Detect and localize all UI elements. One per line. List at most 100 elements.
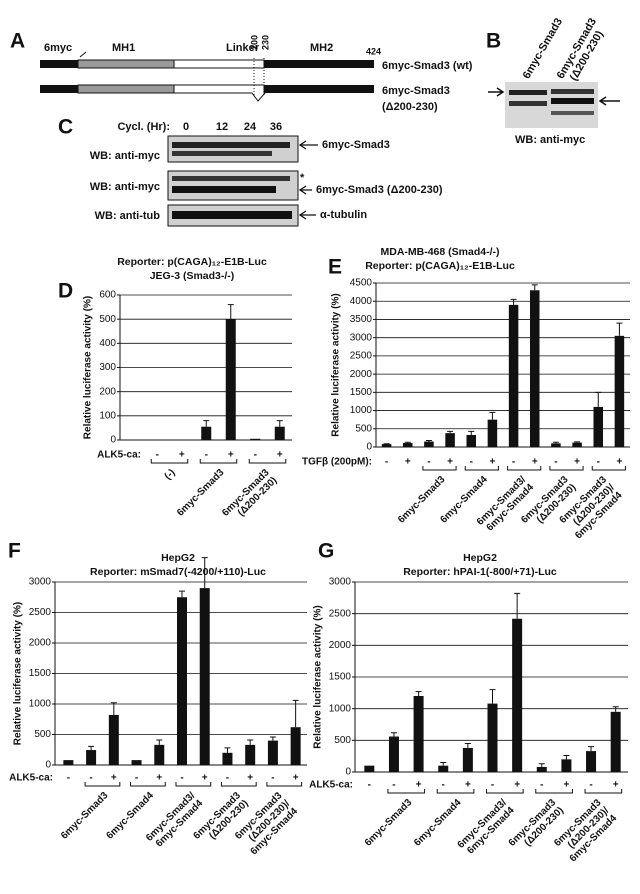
band [172,142,290,148]
group-bracket [535,789,573,794]
arrow [598,96,620,106]
chart-title: Reporter: p(CAGA)₁₂-E1B-Luc [117,256,267,268]
condition: - [254,450,257,461]
error-bar [468,430,475,435]
construct-label: 6myc-Smad3 (wt) [382,60,473,72]
error-bar [203,420,210,427]
bar [462,747,473,772]
domain [173,59,265,69]
chart-title: Reporter: p(CAGA)₁₂-E1B-Luc [365,260,515,272]
bar [445,433,455,447]
y-tick-label: 1000 [350,405,373,416]
y-axis-label: Relative luciferase activity (%) [13,602,24,745]
error-bar [179,590,185,598]
band [172,211,292,219]
condition: + [179,450,185,461]
group-bracket [387,789,426,794]
bar [438,765,449,772]
condition: + [293,773,299,784]
bar [508,304,519,447]
error-bar [531,284,538,291]
domain-label: Linker [226,42,260,54]
condition: + [405,457,411,468]
condition: + [465,780,471,791]
error-bar [269,736,276,741]
blot [167,170,299,201]
error-bar [88,745,95,751]
condition: + [111,773,117,784]
band [551,111,594,115]
group-bracket [84,782,121,787]
deletion [173,84,267,102]
y-tick-label: 2000 [350,369,373,380]
error-bar [390,732,397,737]
bar [466,434,477,447]
error-bar [538,763,545,767]
y-tick-label: 100 [99,410,116,421]
y-tick-label: 3000 [350,332,373,343]
error-bar [276,420,283,427]
group-bracket [248,459,287,464]
band [509,90,547,95]
panel-a: A 6myc MH1 Linker MH2 200 230 424 6myc-S… [10,30,473,113]
time: 24 [244,121,257,133]
time: 12 [216,121,228,133]
bar [245,744,256,765]
condition: + [277,450,283,461]
blot-label: WB: anti-myc [90,181,160,193]
error-bar [447,430,454,434]
group-label: 6myc-Smad3 [363,797,415,849]
error-bar [616,322,623,336]
construct-label: (Δ200-230) [382,101,438,113]
condition: - [156,450,159,461]
error-bar [489,689,496,704]
condition: + [156,773,162,784]
condition: + [202,773,208,784]
blot-label: WB: anti-myc [90,150,160,162]
error-bar [224,747,231,753]
condition: - [135,773,138,784]
y-tick-label: 4000 [350,296,373,307]
bar [131,760,142,765]
bar [199,588,210,765]
condition: - [512,457,515,468]
condition: - [392,780,395,791]
position-label: 200 [249,35,259,50]
y-tick-label: 2500 [329,608,352,619]
y-tick-label: 200 [99,386,116,397]
condition: - [470,457,473,468]
bar [222,752,233,765]
blot [167,135,299,163]
condition: - [385,457,388,468]
error-bar [510,298,517,305]
bar [614,335,625,447]
arrow [488,87,505,97]
group-bracket [507,466,542,471]
group-bracket [584,789,623,794]
condition-label: ALK5-ca: [309,780,353,791]
band [172,186,276,193]
panel-b: B 6myc-Smad3 6myc-Smad3 (Δ200-230) WB: a… [486,16,620,146]
bar [177,597,187,765]
y-tick-label: 1500 [29,668,52,679]
y-tick-label: 1500 [329,672,352,683]
chart-title: Reporter: mSmad7(-4200/+110)-Luc [90,566,266,578]
domain [77,84,175,94]
arrow [298,210,316,220]
bar [561,759,572,772]
condition-label: ALK5-ca: [9,773,53,784]
y-tick-label: 1000 [329,703,352,714]
group-label: 6myc-Smad3 [59,790,111,842]
arrow [298,140,318,150]
construct-label: 6myc-Smad3 [382,85,450,97]
error-bar [563,755,570,760]
condition: - [589,780,592,791]
bar [424,441,434,447]
condition: - [491,780,494,791]
group-bracket [464,466,499,471]
condition: + [247,773,253,784]
panel-letter: A [10,30,25,53]
bar [267,740,278,765]
time: 0 [183,121,189,133]
